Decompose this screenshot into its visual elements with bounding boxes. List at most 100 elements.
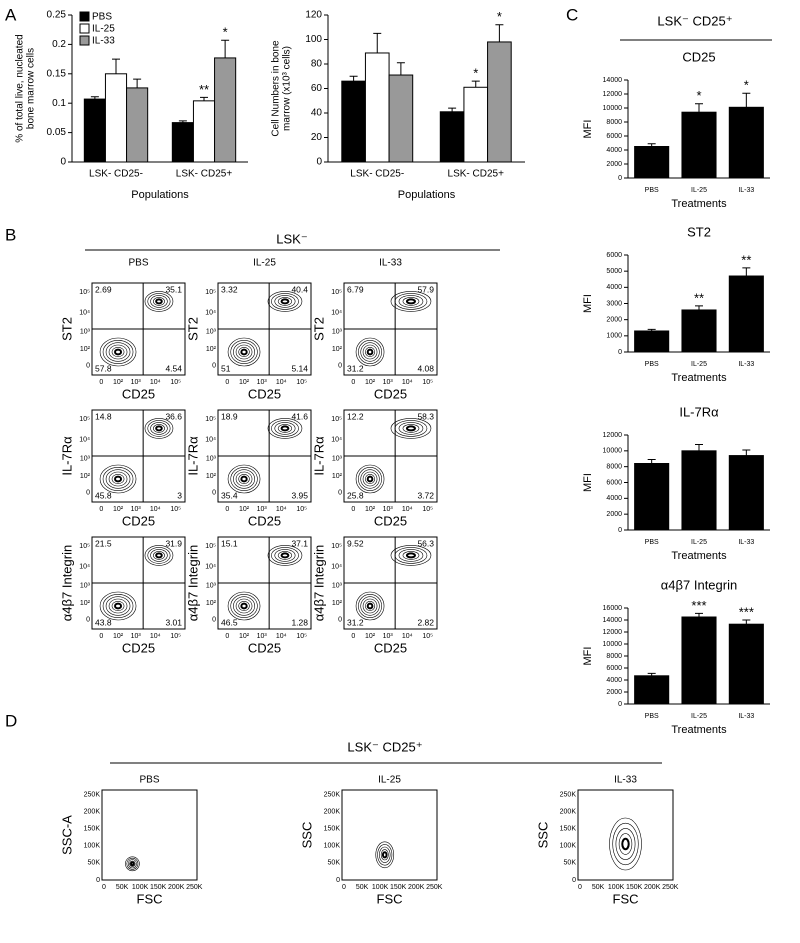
significance: * [696, 88, 701, 103]
significance: ** [199, 82, 209, 97]
y-tick-label: 0 [618, 349, 622, 356]
error-bar [112, 58, 120, 74]
x-tick-label: 10³ [257, 633, 268, 640]
legend-swatch [79, 23, 90, 34]
x-tick-label: LSK- CD25+ [448, 169, 505, 180]
x-tick-label: 0 [225, 379, 229, 386]
bar [681, 450, 717, 531]
contour [612, 822, 639, 866]
contour [271, 293, 299, 310]
y-tick-label: 10⁵ [205, 416, 216, 423]
error-bar [471, 80, 480, 88]
y-axis-label: MFI [582, 120, 594, 139]
y-tick-label: 4000 [606, 495, 622, 502]
y-tick-label: 12000 [603, 629, 623, 636]
y-tick-label: 60 [311, 83, 323, 94]
y-tick-label: 150K [324, 826, 341, 833]
x-axis-label: CD25 [374, 386, 407, 401]
quadrant-percent: 4.08 [417, 363, 434, 373]
x-tick-label: LSK- CD25- [350, 169, 404, 180]
y-axis-label: % of total live, nucleated [15, 34, 26, 142]
contour [379, 846, 391, 863]
contour [111, 347, 125, 357]
y-tick-label: 250K [84, 791, 101, 798]
contour [108, 344, 128, 360]
legend-label: IL-25 [92, 24, 115, 35]
y-tick-label: 10⁵ [205, 543, 216, 550]
quadrant-percent: 37.1 [291, 538, 308, 548]
x-axis-label: CD25 [122, 640, 155, 655]
error-bar [396, 62, 405, 76]
panel-title: LSK⁻ CD25⁺ [657, 13, 732, 28]
error-bar [695, 305, 703, 310]
y-tick-label: 10⁴ [205, 563, 216, 570]
y-tick-label: 250K [324, 791, 341, 798]
x-tick-label: 10³ [383, 633, 394, 640]
y-tick-label: 0 [86, 490, 90, 497]
quadrant-percent: 3.01 [165, 617, 182, 627]
significance: ** [741, 252, 751, 267]
contour [150, 295, 168, 308]
x-tick-label: 10⁵ [296, 506, 307, 513]
y-tick-label: 10⁵ [79, 289, 90, 296]
error-bar [200, 96, 208, 101]
x-axis-label: FSC [137, 891, 163, 906]
quadrant-percent: 9.52 [347, 538, 364, 548]
y-tick-label: 10² [332, 346, 343, 353]
x-tick-label: 0 [342, 884, 346, 891]
y-axis-label: ST2 [311, 317, 326, 341]
y-axis-label: marrow (x10³ cells) [282, 46, 293, 131]
y-tick-label: 8000 [606, 464, 622, 471]
contour [609, 817, 642, 871]
contour [125, 856, 140, 872]
x-tick-label: 0 [102, 884, 106, 891]
y-tick-label: 10² [80, 600, 91, 607]
bar [364, 52, 390, 163]
x-tick-label: 10³ [131, 633, 142, 640]
x-tick-label: 200K [408, 884, 425, 891]
x-tick-label: IL-25 [691, 361, 707, 368]
quadrant-percent: 6.79 [347, 284, 364, 294]
contour [615, 828, 636, 860]
contour [240, 602, 248, 610]
contour [267, 291, 303, 312]
bar [439, 111, 465, 163]
bar [634, 675, 670, 705]
contour [394, 420, 428, 437]
y-tick-label: 10³ [332, 583, 343, 590]
x-axis-label: CD25 [122, 513, 155, 528]
x-axis-label: Treatments [671, 550, 727, 562]
y-tick-label: 2000 [606, 511, 622, 518]
y-tick-label: 10³ [206, 329, 217, 336]
contour [390, 545, 432, 566]
contour [402, 551, 420, 560]
y-axis-label: IL-7Rα [59, 436, 74, 476]
bar [681, 309, 717, 353]
quadrant-percent: 21.5 [95, 538, 112, 548]
y-tick-label: 50K [564, 860, 577, 867]
y-tick-label: 0 [212, 490, 216, 497]
bar [728, 106, 764, 179]
y-tick-label: 120 [305, 10, 322, 21]
x-tick-label: 10² [365, 633, 376, 640]
contour [365, 601, 376, 611]
contour [227, 337, 261, 367]
x-tick-label: 0 [99, 506, 103, 513]
contour [227, 591, 261, 621]
panel-label: D [5, 711, 17, 730]
y-tick-label: 6000 [606, 479, 622, 486]
x-tick-label: 200K [168, 884, 185, 891]
x-tick-label: 100K [132, 884, 149, 891]
contour [362, 471, 378, 487]
quadrant-percent: 31.9 [165, 538, 182, 548]
chart-title: CD25 [682, 49, 715, 64]
y-tick-label: 100K [560, 843, 577, 850]
contour [144, 545, 174, 566]
x-axis-label: FSC [613, 891, 639, 906]
y-tick-label: 16000 [603, 605, 623, 612]
x-tick-label: 0 [99, 633, 103, 640]
error-bar [90, 96, 99, 100]
error-bar [647, 143, 656, 147]
contour [274, 422, 296, 435]
x-axis-label: FSC [377, 891, 403, 906]
